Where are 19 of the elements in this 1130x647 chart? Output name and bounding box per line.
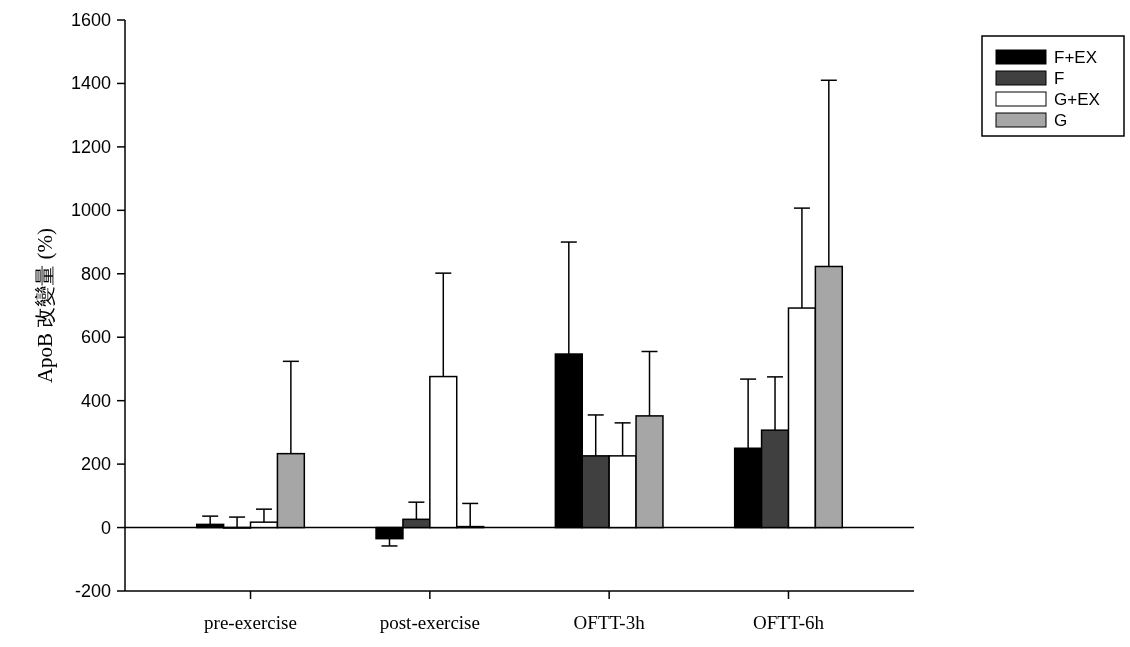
y-tick-label: 400 — [80, 390, 111, 411]
x-tick-label: pre-exercise — [204, 612, 297, 633]
legend-label: G+EX — [1054, 90, 1100, 109]
y-tick-label: 800 — [80, 263, 111, 284]
y-tick-label: 0 — [100, 517, 111, 538]
y-tick-label: 1600 — [70, 10, 111, 30]
legend-label: F+EX — [1054, 48, 1097, 67]
y-tick-label: 1200 — [70, 136, 111, 157]
y-tick-label: -200 — [74, 581, 111, 601]
x-tick-label: post-exercise — [379, 612, 480, 633]
y-tick-label: 1000 — [70, 200, 111, 221]
x-tick-label: OFTT-3h — [573, 612, 646, 633]
legend-label: G — [1054, 111, 1068, 130]
x-tick-label: OFTT-6h — [752, 612, 825, 633]
y-tick-label: 200 — [80, 454, 111, 475]
y-axis-title: ApoB 改變量 (%) — [33, 227, 57, 384]
y-tick-label: 600 — [80, 327, 111, 348]
y-tick-label: 1400 — [70, 73, 111, 94]
legend-label: F — [1054, 69, 1065, 88]
